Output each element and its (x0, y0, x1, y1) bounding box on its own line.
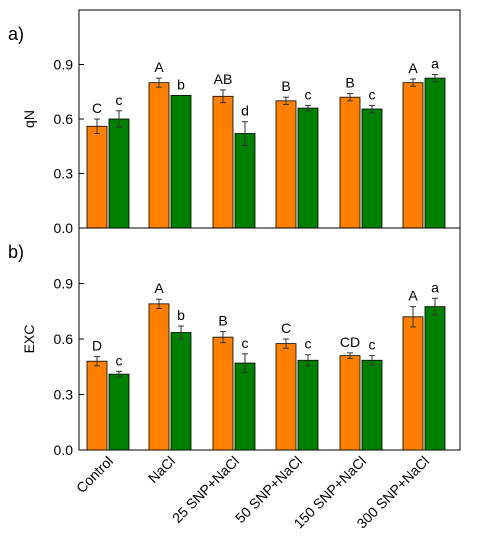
bar (170, 94, 192, 229)
bar (424, 77, 446, 229)
bar (424, 306, 446, 451)
significance-label: AB (214, 71, 233, 87)
panel-label: a) (8, 24, 24, 44)
y-tick-label: 0.9 (54, 276, 74, 292)
bar (402, 316, 424, 451)
x-tick-label: Control (73, 453, 116, 496)
significance-label: c (242, 335, 249, 351)
significance-label: b (177, 307, 185, 323)
bar (86, 360, 108, 451)
bar (108, 373, 130, 451)
bar (86, 125, 108, 229)
y-tick-label: 0.0 (54, 442, 74, 458)
significance-label: a (431, 279, 439, 295)
significance-label: c (116, 352, 123, 368)
bar (148, 82, 170, 229)
significance-label: c (116, 92, 123, 108)
y-tick-label: 0.6 (54, 111, 74, 127)
significance-label: c (305, 86, 312, 102)
significance-label: B (345, 75, 354, 91)
significance-label: C (281, 320, 291, 336)
significance-label: B (218, 313, 227, 329)
bar (148, 303, 170, 451)
significance-label: A (154, 59, 164, 75)
significance-label: A (154, 280, 164, 296)
bar (297, 359, 319, 451)
bar (361, 108, 383, 229)
significance-label: c (369, 86, 376, 102)
y-axis-label: qN (21, 110, 37, 128)
bar (402, 82, 424, 229)
y-tick-label: 0.3 (54, 387, 74, 403)
bar (108, 118, 130, 229)
y-axis-label: EXC (21, 325, 37, 354)
bar (212, 336, 234, 451)
y-tick-label: 0.0 (54, 220, 74, 236)
y-tick-label: 0.3 (54, 166, 74, 182)
significance-label: CD (340, 334, 360, 350)
significance-label: d (241, 103, 249, 119)
bar (234, 133, 256, 229)
y-tick-label: 0.9 (54, 57, 74, 73)
significance-label: A (408, 60, 418, 76)
bar (361, 359, 383, 451)
y-tick-label: 0.6 (54, 331, 74, 347)
bar (170, 332, 192, 451)
panel-a: 0.0 0.3 0.6 0.9 a) qN C A AB B B Ac b d c c a (8, 9, 461, 236)
significance-label: C (92, 100, 102, 116)
x-tick-label: NaCl (145, 453, 178, 486)
significance-label: b (177, 76, 185, 92)
x-tick-label: 50 SNP+NaCl (232, 453, 305, 526)
significance-label: c (369, 337, 376, 353)
bar (339, 355, 361, 451)
panel-b: 0.0 0.3 0.6 0.9 b) EXC D A B C CD Ac b c c c a (8, 227, 461, 458)
significance-label: D (92, 338, 102, 354)
significance-label: B (281, 78, 290, 94)
significance-label: A (408, 288, 418, 304)
significance-label: a (431, 55, 439, 71)
bar (212, 95, 234, 229)
bar (339, 96, 361, 229)
bar (275, 343, 297, 451)
panel-label: b) (8, 242, 24, 262)
bar (297, 107, 319, 229)
significance-label: c (305, 336, 312, 352)
bar (275, 100, 297, 229)
bar (234, 362, 256, 451)
